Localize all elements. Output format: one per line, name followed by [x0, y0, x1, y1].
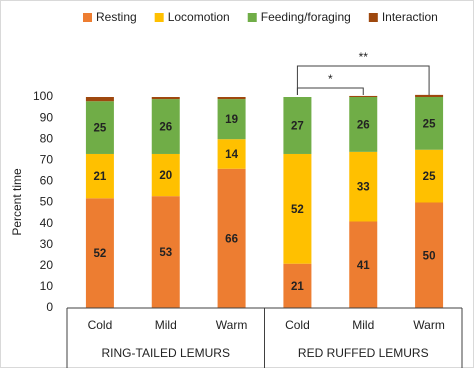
bar-segment — [415, 97, 444, 150]
bar-segment — [217, 99, 246, 140]
legend-label: Locomotion — [168, 10, 230, 24]
bar-segment — [85, 153, 114, 199]
bar-segment — [151, 99, 180, 154]
data-label: 27 — [291, 121, 304, 133]
data-label: 53 — [159, 247, 172, 259]
y-tick-label: 90 — [40, 110, 54, 124]
x-tick-label: Warm — [216, 318, 248, 332]
y-axis-label: Percent time — [10, 168, 24, 236]
data-label: 66 — [225, 233, 238, 245]
data-label: 25 — [423, 118, 436, 130]
bar-segment — [217, 139, 246, 169]
y-tick-label: 30 — [40, 237, 54, 251]
legend-label: Feeding/foraging — [261, 10, 351, 24]
bar-segment — [283, 153, 312, 264]
y-tick-label: 20 — [40, 258, 54, 272]
data-label: 52 — [94, 248, 107, 260]
bar-segment — [85, 198, 114, 308]
legend-swatch — [247, 13, 257, 22]
data-label: 26 — [159, 122, 172, 134]
x-tick-label: Cold — [88, 318, 113, 332]
data-label: 26 — [357, 119, 370, 131]
data-label: 21 — [94, 171, 107, 183]
bar-segment — [151, 97, 180, 100]
y-tick-label: 80 — [40, 131, 54, 145]
bar-segment — [415, 94, 444, 97]
bar-segment — [415, 202, 444, 308]
legend-swatch — [83, 13, 92, 22]
y-tick-label: 70 — [40, 152, 54, 166]
x-tick-label: Warm — [413, 318, 445, 332]
bar-segment — [217, 97, 246, 100]
data-label: 52 — [291, 204, 304, 216]
legend-label: Resting — [96, 10, 137, 24]
data-label: 20 — [159, 170, 172, 182]
significance-label: ** — [359, 50, 369, 64]
legend-label: Interaction — [382, 10, 438, 24]
bar-segment — [85, 101, 114, 154]
bar-segment — [349, 221, 378, 308]
data-label: 25 — [423, 171, 436, 183]
data-label: 19 — [225, 114, 238, 126]
bar-segment — [415, 149, 444, 203]
data-label: 50 — [423, 250, 436, 262]
y-tick-label: 40 — [40, 216, 54, 230]
y-tick-label: 60 — [40, 174, 54, 188]
y-tick-label: 100 — [33, 89, 53, 103]
bar-segment — [349, 97, 378, 152]
x-tick-label: Mild — [155, 318, 177, 332]
x-tick-label: Cold — [285, 318, 310, 332]
bar-segment — [151, 153, 180, 197]
significance-bracket — [296, 65, 430, 95]
group-label: RED RUFFED LEMURS — [298, 346, 429, 360]
group-label: RING-TAILED LEMURS — [102, 346, 230, 360]
y-tick-label: 10 — [40, 279, 54, 293]
bar-segment — [283, 263, 312, 308]
bar-segment — [349, 151, 378, 222]
bar-segment — [349, 95, 378, 97]
bar-segment — [151, 196, 180, 308]
data-label: 14 — [225, 149, 238, 161]
bar-segment — [283, 97, 312, 154]
legend-swatch — [154, 13, 164, 22]
data-label: 21 — [291, 281, 304, 293]
x-tick-label: Mild — [352, 318, 374, 332]
bar-segment — [217, 168, 246, 308]
data-label: 41 — [357, 260, 370, 272]
y-tick-label: 50 — [40, 195, 54, 209]
data-label: 33 — [357, 182, 370, 194]
y-tick-label: 0 — [46, 300, 53, 314]
data-label: 25 — [94, 123, 107, 135]
legend-swatch — [368, 13, 378, 22]
significance-label: * — [328, 72, 333, 86]
bar-segment — [85, 97, 114, 102]
